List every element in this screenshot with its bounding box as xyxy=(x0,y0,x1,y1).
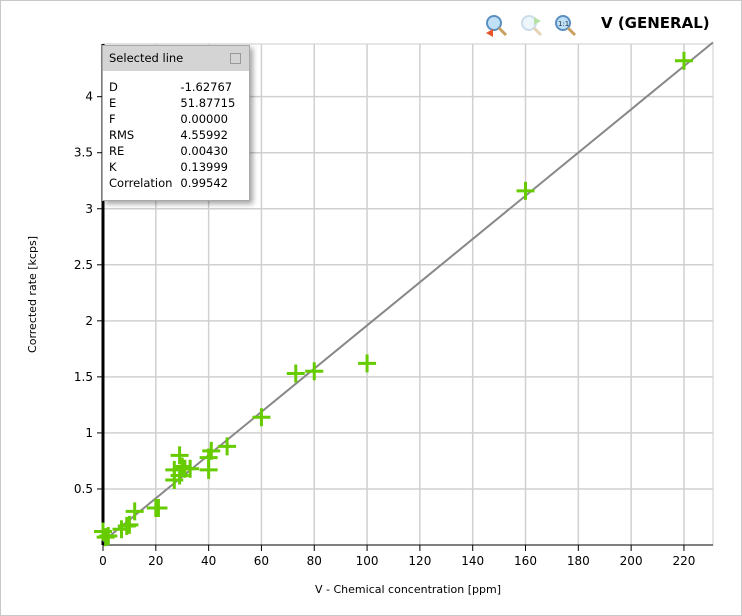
stat-value: 0.13999 xyxy=(180,160,228,174)
stat-key: E xyxy=(109,96,117,110)
y-tick-label: 2.5 xyxy=(74,258,93,272)
zoom-reset-icon: 1:1 xyxy=(555,15,577,37)
data-point xyxy=(120,515,139,534)
zoom-in-button[interactable] xyxy=(518,13,544,39)
zoom-in-disabled-icon xyxy=(521,15,543,37)
data-point xyxy=(173,457,192,476)
data-point xyxy=(125,502,144,521)
data-point xyxy=(149,499,168,518)
data-point xyxy=(202,441,221,460)
stat-key: F xyxy=(109,112,116,126)
data-point xyxy=(305,362,324,381)
stat-key: Correlation xyxy=(109,176,173,190)
stats-table: D -1.62767 E 51.87715 F 0.00000 RMS 4.55992 RE 0.… xyxy=(109,79,235,191)
x-tick-label: 20 xyxy=(148,554,163,568)
svg-text:1:1: 1:1 xyxy=(558,20,569,28)
y-tick-label: 3 xyxy=(85,202,93,216)
data-point xyxy=(358,354,377,373)
zoom-out-icon xyxy=(486,15,508,37)
selected-line-panel[interactable]: Selected line D -1.62767 E 51.87715 F 0.00000… xyxy=(102,45,250,201)
stat-key: D xyxy=(109,80,118,94)
pin-icon[interactable] xyxy=(230,53,241,64)
stat-row: F 0.00000 xyxy=(109,111,235,127)
x-tick-label: 0 xyxy=(99,554,107,568)
stat-row: RE 0.00430 xyxy=(109,143,235,159)
data-point xyxy=(218,437,237,456)
stat-value: 0.00000 xyxy=(180,112,228,126)
data-point xyxy=(181,459,200,478)
data-point xyxy=(252,408,271,427)
stat-value: 0.00430 xyxy=(180,144,228,158)
zoom-out-button[interactable] xyxy=(483,13,509,39)
stat-value: 4.55992 xyxy=(180,128,228,142)
x-tick-label: 60 xyxy=(254,554,269,568)
y-tick-label: 1.5 xyxy=(74,370,93,384)
y-tick-label: 2 xyxy=(85,314,93,328)
y-tick-label: 1 xyxy=(85,426,93,440)
y-tick-label: 4 xyxy=(85,90,93,104)
stat-key: K xyxy=(109,160,117,174)
data-point xyxy=(286,364,305,383)
stat-row: Correlation 0.99542 xyxy=(109,175,235,191)
panel-title: Selected line xyxy=(109,51,184,65)
data-point xyxy=(516,181,535,200)
stat-value: 51.87715 xyxy=(180,96,236,110)
stat-key: RMS xyxy=(109,128,135,142)
data-point xyxy=(674,51,693,70)
stat-row: E 51.87715 xyxy=(109,95,235,111)
x-axis-label: V - Chemical concentration [ppm] xyxy=(315,583,501,596)
stat-key: RE xyxy=(109,144,125,158)
data-point xyxy=(170,446,189,465)
x-tick-label: 80 xyxy=(307,554,322,568)
x-tick-label: 220 xyxy=(672,554,695,568)
stat-row: K 0.13999 xyxy=(109,159,235,175)
stat-row: RMS 4.55992 xyxy=(109,127,235,143)
y-tick-label: 3.5 xyxy=(74,146,93,160)
x-tick-label: 180 xyxy=(567,554,590,568)
stat-row: D -1.62767 xyxy=(109,79,235,95)
x-tick-label: 140 xyxy=(461,554,484,568)
x-tick-label: 120 xyxy=(408,554,431,568)
stat-value: 0.99542 xyxy=(180,176,228,190)
y-tick-label: 0.5 xyxy=(74,482,93,496)
chart-title: V (GENERAL) xyxy=(601,14,710,32)
x-tick-label: 200 xyxy=(620,554,643,568)
y-axis-label: Corrected rate [kcps] xyxy=(26,236,39,353)
stat-value: -1.62767 xyxy=(180,80,233,94)
zoom-reset-button[interactable]: 1:1 xyxy=(552,13,578,39)
x-tick-label: 160 xyxy=(514,554,537,568)
data-point xyxy=(99,527,118,546)
x-tick-label: 40 xyxy=(201,554,216,568)
x-tick-label: 100 xyxy=(356,554,379,568)
